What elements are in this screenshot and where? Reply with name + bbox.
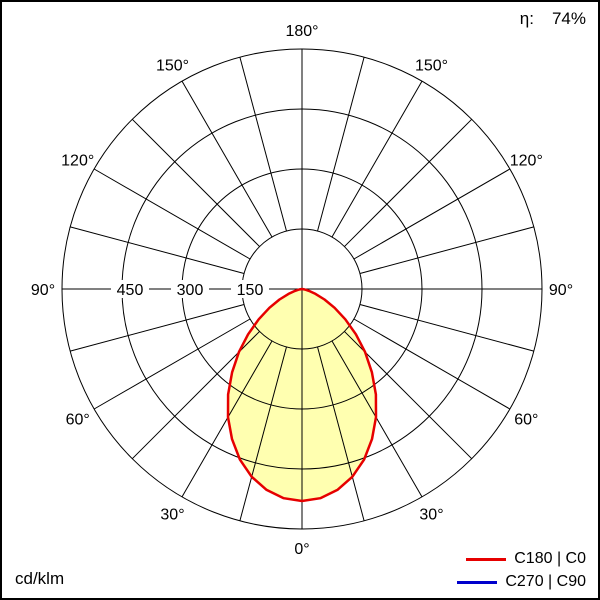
efficiency-label: η: [519,9,534,28]
grid-spoke [93,168,251,260]
legend-item-c270-c90: C270 | C90 [457,573,586,591]
grid-spoke [131,118,260,247]
angle-label-120: 120° [510,153,543,170]
grid-spoke [359,304,534,352]
intensity-curve-c180-c0 [226,287,378,503]
grid-spoke [239,57,287,232]
angle-label-60: 60° [514,412,538,429]
legend-label-c180-c0: C180 | C0 [514,550,586,567]
angle-label-90: 90° [549,282,573,299]
grid-spoke [93,318,251,410]
legend-line-red-icon [466,557,507,561]
grid-spoke [353,168,511,260]
grid-spoke [359,226,534,274]
angle-label-60: 60° [66,412,90,429]
grid-spoke [317,346,365,521]
radial-tick-bg [111,280,149,298]
grid-spoke [344,118,473,247]
grid-spoke [239,346,287,521]
legend-label-c270-c90: C270 | C90 [505,573,586,590]
grid-spoke [181,340,273,498]
grid-spoke [331,340,423,498]
angle-label-150: 150° [415,58,448,75]
angle-label-150: 150° [156,58,189,75]
angle-label-90: 90° [31,282,55,299]
grid-spoke [317,57,365,232]
grid-spoke [353,318,511,410]
radial-tick-label-150: 150 [237,282,264,299]
radial-tick-bg [171,280,209,298]
efficiency-value: 74% [551,9,586,28]
radial-tick-label-450: 450 [117,282,144,299]
legend: C180 | C0 C270 | C90 [457,550,586,591]
angle-label-120: 120° [61,153,94,170]
legend-item-c180-c0: C180 | C0 [466,550,586,568]
unit-label: cd/klm [15,569,65,588]
grid-spoke [331,80,423,238]
radial-tick-label-300: 300 [177,282,204,299]
grid-spoke [70,226,245,274]
legend-line-blue-icon [457,580,498,584]
angle-label-30: 30° [160,506,184,523]
angle-label-30: 30° [419,506,443,523]
grid-spoke [181,80,273,238]
angle-label-0: 0° [294,541,309,558]
angle-label-180: 180° [285,23,318,40]
efficiency-readout: η: 74% [520,9,586,29]
grid-spoke [70,304,245,352]
radial-tick-bg [231,280,269,298]
